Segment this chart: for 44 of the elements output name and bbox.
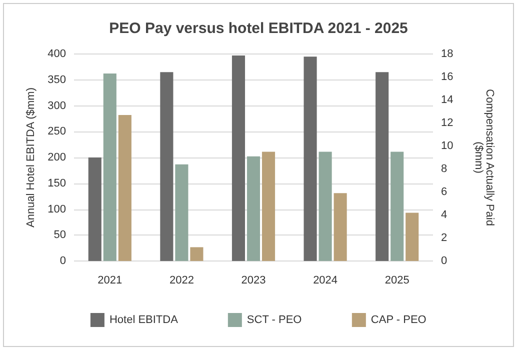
bar <box>390 152 404 261</box>
bar <box>334 193 347 261</box>
x-tick-label: 2025 <box>384 274 410 286</box>
x-tick-label: 2023 <box>241 274 266 286</box>
bar <box>88 158 102 261</box>
x-tick-label: 2021 <box>98 274 122 286</box>
y-tick-label: 150 <box>48 177 66 190</box>
legend-label: SCT - PEO <box>246 314 302 326</box>
bar <box>376 72 389 261</box>
bar <box>246 156 260 261</box>
y-tick-label: 200 <box>48 152 66 164</box>
chart-title: PEO Pay versus hotel EBITDA 2021 - 2025 <box>109 20 408 37</box>
bar <box>175 164 188 261</box>
legend-label: CAP - PEO <box>370 314 427 326</box>
y-tick-label: 250 <box>48 126 66 138</box>
bar <box>262 152 276 261</box>
y2-tick-label: 18 <box>441 48 454 60</box>
y-axis-title: Annual Hotel EBITDA ($mm) <box>25 88 38 228</box>
y2-tick-label: 6 <box>441 186 448 198</box>
y-tick-label: 0 <box>60 255 66 267</box>
bar <box>160 72 174 261</box>
y2-tick-label: 12 <box>441 117 454 129</box>
y-tick-label: 100 <box>48 203 66 216</box>
y-tick-label: 350 <box>48 74 66 86</box>
bar <box>103 74 116 261</box>
x-tick-label: 2024 <box>313 274 338 286</box>
y2-axis-title: Compensation Actually Paid ($mm) <box>472 89 496 226</box>
y2-tick-label: 4 <box>441 209 448 221</box>
y2-tick-label: 2 <box>441 232 448 244</box>
y-tick-label: 50 <box>54 229 66 242</box>
y2-tick-label: 10 <box>441 140 454 152</box>
y2-tick-label: 8 <box>441 163 448 175</box>
y2-tick-label: 0 <box>441 255 448 267</box>
bar <box>304 56 317 261</box>
bar <box>118 114 132 261</box>
y2-tick-label: 16 <box>441 71 454 83</box>
y2-tick-label: 14 <box>441 94 454 106</box>
bar <box>190 247 204 261</box>
bar <box>318 152 332 261</box>
bar <box>406 212 419 261</box>
legend-label: Hotel EBITDA <box>109 314 179 326</box>
y-tick-label: 300 <box>48 100 66 112</box>
y-tick-label: 400 <box>48 48 66 60</box>
x-tick-label: 2022 <box>169 274 194 286</box>
